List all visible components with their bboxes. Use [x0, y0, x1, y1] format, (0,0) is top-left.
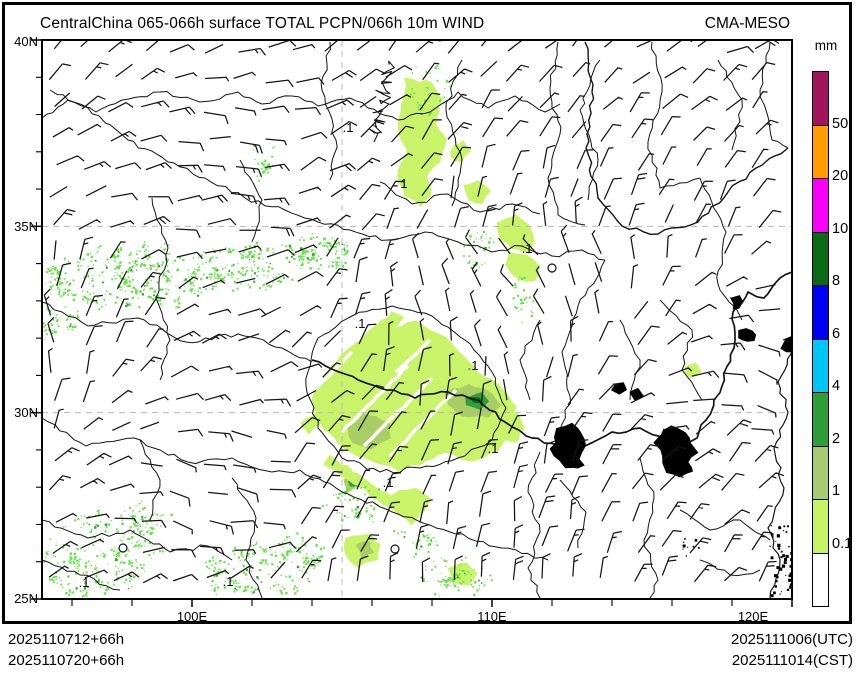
calm-wind-circle [547, 263, 557, 273]
contour-label: .1 [223, 574, 234, 589]
footer-valid-cst: 2025111014(CST) [731, 652, 853, 669]
colorbar-segment-4 [812, 285, 829, 340]
lat-label-35N: 35N [14, 219, 38, 234]
map-border-and-ticks [31, 39, 793, 607]
gridlines-layer [42, 40, 792, 599]
contour-label: .1 [383, 475, 394, 490]
contour-labels-layer: .1 1 .1 .1 .1 .1 .1 .1 .1 [79, 120, 533, 590]
colorbar-segment-7 [812, 445, 829, 500]
colorbar-tick-20: 20 [832, 168, 849, 184]
precipitation-layer [42, 65, 702, 598]
colorbar-tick-0.1: 0.1 [832, 535, 853, 552]
calm-wind-circle [118, 543, 128, 553]
colorbar [812, 71, 829, 607]
contour-label: .1 [522, 241, 533, 256]
footer-init-utc: 2025110712+66h [8, 631, 125, 648]
colorbar-tick-8: 8 [832, 273, 841, 289]
colorbar-segment-5 [812, 338, 829, 393]
colorbar-segment-9 [812, 552, 829, 607]
calm-wind-circle [390, 544, 400, 554]
lat-label-40N: 40N [14, 34, 38, 49]
colorbar-segment-1 [812, 124, 829, 179]
footer-valid-utc: 2025111006(UTC) [730, 631, 853, 648]
colorbar-tick-1: 1 [832, 483, 841, 499]
contour-label: .1 [79, 575, 90, 590]
footer-init-cst: 2025110720+66h [8, 652, 125, 669]
contour-label: .1 [355, 316, 366, 331]
lon-label-120E: 120E [737, 609, 769, 624]
colorbar-tick-6: 6 [832, 325, 841, 342]
model-name: CMA-MESO [704, 15, 790, 32]
colorbar-segment-2 [812, 178, 829, 233]
outer-frame [2, 2, 852, 624]
colorbar-unit: mm [814, 38, 838, 53]
contour-label: .1 [488, 441, 499, 456]
map-content: .1 1 .1 .1 .1 .1 .1 .1 .1 [42, 40, 792, 599]
colorbar-tick-4: 4 [832, 378, 841, 394]
boundaries-layer [42, 41, 792, 599]
lat-label-25N: 25N [14, 591, 38, 606]
lakes-layer [549, 295, 792, 599]
colorbar-segment-8 [812, 499, 829, 554]
lon-label-110E: 110E [477, 609, 507, 624]
lon-label-100E: 100E [176, 609, 208, 624]
contour-label: .1 [343, 120, 354, 135]
chart-title: CentralChina 065-066h surface TOTAL PCPN… [40, 15, 485, 32]
colorbar-segment-0 [812, 71, 829, 126]
colorbar-segment-3 [812, 231, 829, 286]
colorbar-tick-10: 10 [832, 220, 849, 237]
contour-label: 1 [400, 176, 407, 191]
colorbar-tick-2: 2 [832, 430, 841, 447]
contour-label: .1 [468, 358, 479, 373]
wind-barbs-layer [43, 40, 785, 584]
lat-label-30N: 30N [14, 405, 38, 420]
colorbar-segment-6 [812, 392, 829, 447]
colorbar-tick-50: 50 [832, 115, 849, 132]
